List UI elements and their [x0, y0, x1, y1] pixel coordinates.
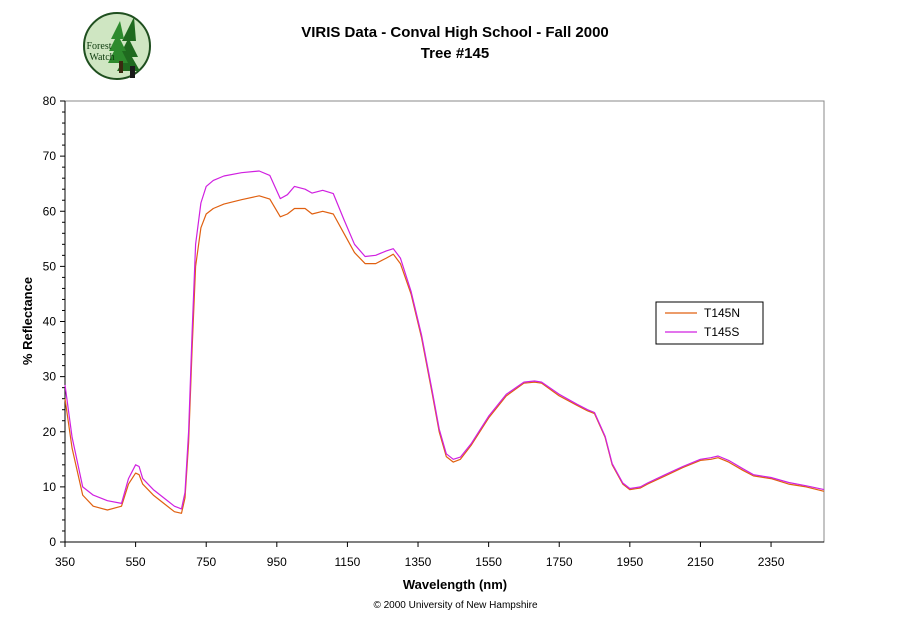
x-axis-label: Wavelength (nm) — [403, 577, 507, 592]
series-line-t145n — [64, 195, 825, 514]
y-tick-label: 0 — [49, 535, 56, 549]
logo-text-line1: Forest — [87, 41, 112, 52]
y-axis-label: % Reflectance — [20, 277, 35, 365]
x-tick-label: 1150 — [335, 555, 361, 569]
chart-subtitle: Tree #145 — [421, 45, 489, 62]
y-tick-label: 60 — [43, 204, 57, 218]
y-tick-label: 20 — [43, 425, 57, 439]
y-axis-ticks: 0 10 20 30 40 50 60 70 80 — [43, 94, 65, 549]
y-tick-label: 50 — [43, 259, 57, 273]
y-tick-label: 30 — [43, 370, 57, 384]
y-tick-label: 10 — [43, 480, 57, 494]
x-tick-label: 1950 — [616, 555, 643, 569]
x-tick-label: 2350 — [758, 555, 785, 569]
tree-logo-icon: Forest Watch — [83, 12, 151, 80]
forest-watch-logo: Forest Watch — [82, 11, 152, 81]
x-tick-label: 950 — [267, 555, 287, 569]
x-tick-label: 2150 — [687, 555, 714, 569]
legend: T145N T145S — [655, 301, 764, 345]
legend-label-t145n: T145N — [704, 306, 740, 320]
x-tick-label: 750 — [196, 555, 216, 569]
x-tick-label: 1350 — [405, 555, 432, 569]
copyright-notice: © 2000 University of New Hampshire — [373, 600, 538, 611]
series-layer — [64, 170, 825, 514]
x-tick-label: 1750 — [546, 555, 573, 569]
x-axis-ticks: 350 550 750 950 1150 1350 1550 1750 1950 2150 2350 — [55, 542, 785, 569]
series-line-t145s — [64, 170, 825, 510]
x-tick-label: 350 — [55, 555, 75, 569]
logo-text-line2: Watch — [89, 52, 114, 63]
chart-title: VIRIS Data - Conval High School - Fall 2… — [301, 24, 609, 41]
x-tick-label: 550 — [126, 555, 146, 569]
chart-header: VIRIS Data - Conval High School - Fall 2… — [301, 24, 609, 62]
y-tick-label: 70 — [43, 149, 57, 163]
x-tick-label: 1550 — [475, 555, 502, 569]
legend-box — [655, 301, 764, 345]
y-tick-label: 80 — [43, 94, 57, 108]
legend-label-t145s: T145S — [704, 325, 739, 339]
y-tick-label: 40 — [43, 315, 57, 329]
